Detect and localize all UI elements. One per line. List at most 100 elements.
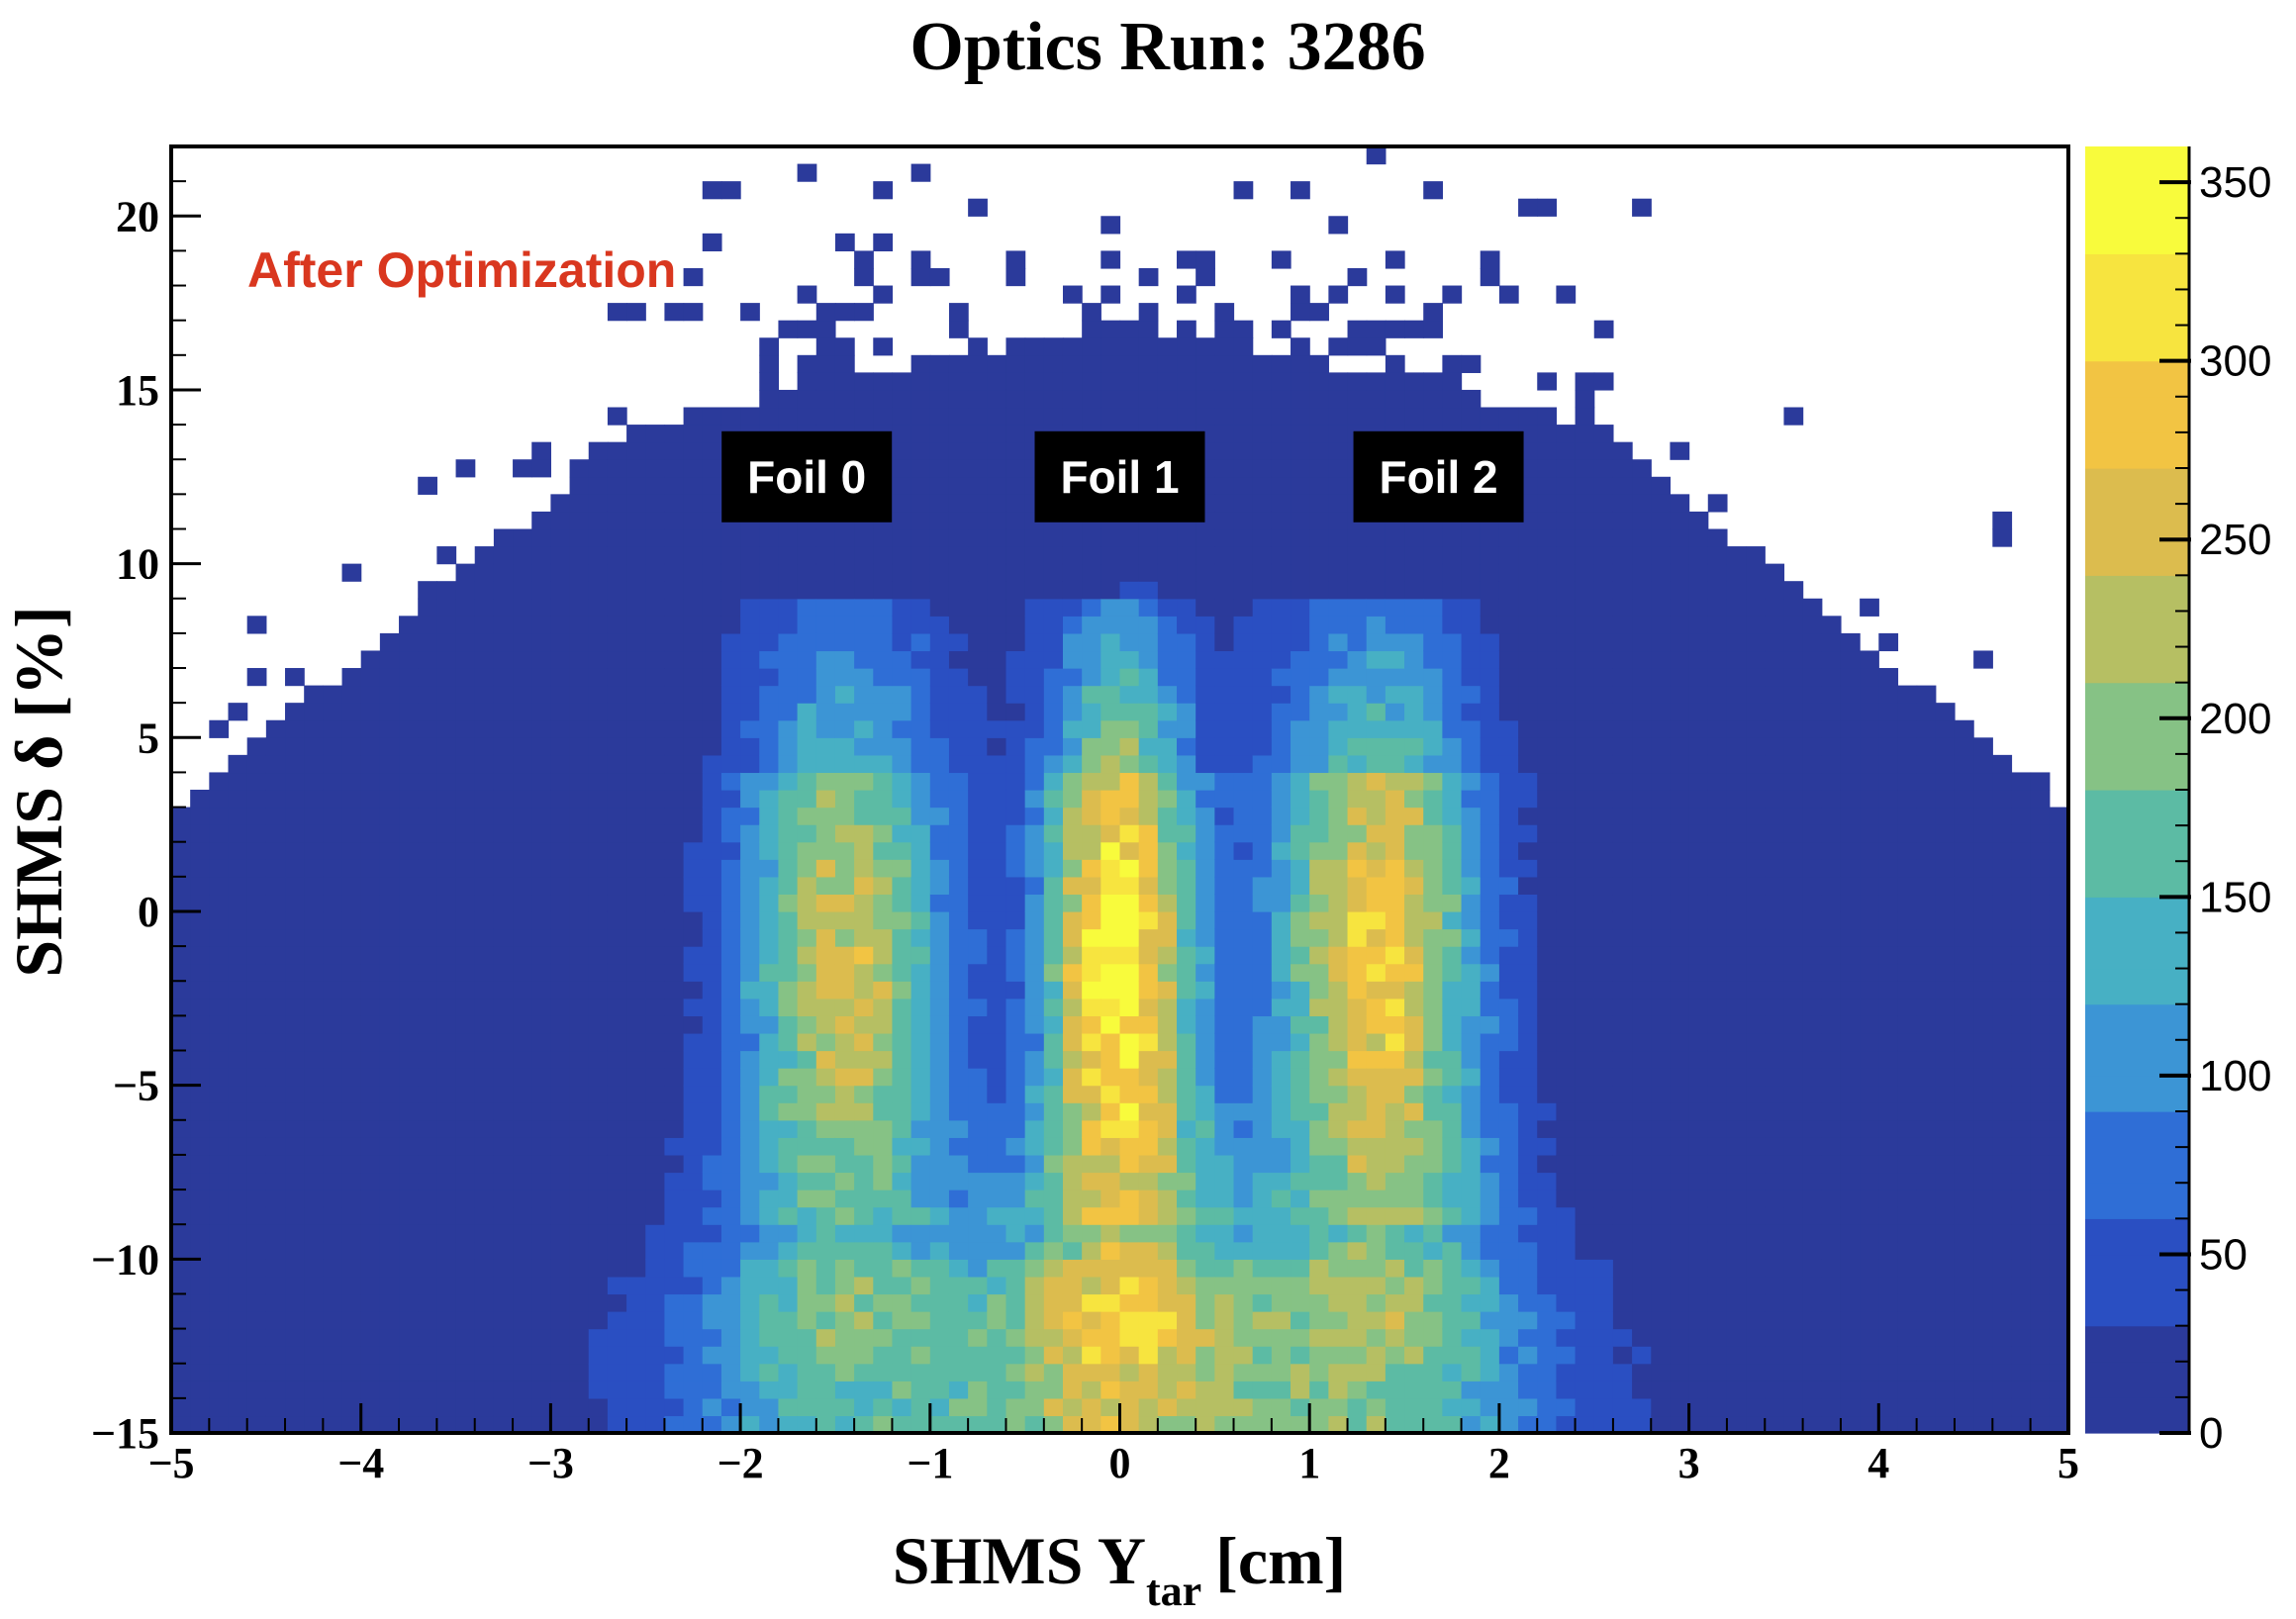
heatmap-cell xyxy=(1480,1259,1500,1278)
heatmap-cell xyxy=(948,528,969,547)
heatmap-cell xyxy=(228,1276,248,1295)
heatmap-cell xyxy=(1062,894,1083,912)
heatmap-cell xyxy=(797,841,817,860)
heatmap-cell xyxy=(1612,1276,1633,1295)
heatmap-cell xyxy=(892,1259,912,1278)
heatmap-cell xyxy=(1309,790,1329,809)
heatmap-cell xyxy=(1442,1206,1463,1225)
heatmap-cell xyxy=(1005,859,1026,878)
heatmap-cell xyxy=(588,581,609,600)
heatmap-cell xyxy=(645,807,666,825)
heatmap-cell xyxy=(1347,928,1368,947)
heatmap-cell xyxy=(1062,1032,1083,1052)
heatmap-cell xyxy=(1062,546,1083,565)
heatmap-cell xyxy=(1366,772,1387,791)
heatmap-cell xyxy=(702,998,722,1016)
heatmap-cell xyxy=(1005,459,1026,478)
heatmap-cell xyxy=(797,1276,817,1295)
heatmap-cell xyxy=(1271,1276,1292,1295)
heatmap-cell xyxy=(1746,1032,1766,1052)
heatmap-cell xyxy=(304,1154,324,1174)
heatmap-cell xyxy=(626,859,646,878)
heatmap-cell xyxy=(626,1363,646,1381)
heatmap-cell xyxy=(1612,1224,1633,1243)
heatmap-cell xyxy=(399,1363,419,1381)
heatmap-cell xyxy=(1688,1397,1709,1417)
heatmap-cell xyxy=(1518,668,1538,687)
heatmap-cell xyxy=(418,1032,437,1052)
heatmap-cell xyxy=(873,1328,894,1347)
heatmap-cell xyxy=(910,546,931,565)
heatmap-cell xyxy=(246,1032,267,1052)
heatmap-cell xyxy=(1328,1397,1349,1417)
heatmap-cell xyxy=(740,824,760,843)
heatmap-cell xyxy=(1670,963,1690,982)
heatmap-cell xyxy=(1746,1363,1766,1381)
heatmap-cell xyxy=(1765,841,1785,860)
heatmap-cell xyxy=(1138,894,1159,912)
heatmap-cell xyxy=(323,1032,343,1052)
heatmap-cell xyxy=(1309,1346,1329,1365)
heatmap-cell xyxy=(1214,963,1235,982)
heatmap-cell xyxy=(379,1363,400,1381)
heatmap-cell xyxy=(285,859,305,878)
heatmap-cell xyxy=(1157,1397,1178,1417)
heatmap-cell xyxy=(987,1241,1007,1260)
heatmap-cell xyxy=(436,685,457,704)
heatmap-cell xyxy=(1461,1241,1482,1260)
heatmap-cell xyxy=(588,1276,609,1295)
heatmap-cell xyxy=(1309,1293,1329,1312)
heatmap-cell xyxy=(1556,928,1577,947)
heatmap-cell xyxy=(1726,668,1747,687)
heatmap-cell xyxy=(1765,1363,1785,1381)
heatmap-cell xyxy=(1707,1032,1728,1052)
heatmap-cell xyxy=(1632,859,1652,878)
heatmap-cell xyxy=(493,1015,514,1034)
heatmap-cell xyxy=(1347,737,1368,756)
heatmap-cell xyxy=(1746,1224,1766,1243)
heatmap-cell xyxy=(834,632,855,652)
heatmap-cell xyxy=(1214,685,1235,704)
heatmap-cell xyxy=(645,459,666,478)
heatmap-cell xyxy=(474,668,495,687)
heatmap-cell xyxy=(1537,1015,1558,1034)
heatmap-cell xyxy=(1062,337,1083,356)
heatmap-cell xyxy=(1328,563,1349,582)
heatmap-cell xyxy=(531,1311,551,1330)
heatmap-cell xyxy=(531,563,551,582)
heatmap-cell xyxy=(1177,1172,1196,1190)
heatmap-cell xyxy=(1366,598,1387,617)
heatmap-cell xyxy=(892,1154,912,1174)
heatmap-cell xyxy=(360,772,381,791)
heatmap-cell xyxy=(1309,1276,1329,1295)
heatmap-cell xyxy=(1347,528,1368,547)
heatmap-cell xyxy=(360,1328,381,1347)
heatmap-cell xyxy=(265,1172,286,1190)
heatmap-cell xyxy=(815,581,836,600)
heatmap-cell xyxy=(778,407,799,426)
heatmap-cell xyxy=(815,598,836,617)
heatmap-cell xyxy=(493,1137,514,1156)
heatmap-cell xyxy=(1005,1363,1026,1381)
heatmap-cell xyxy=(910,1085,931,1103)
heatmap-cell xyxy=(759,685,780,704)
heatmap-cell xyxy=(645,616,666,634)
heatmap-cell xyxy=(323,1397,343,1417)
heatmap-cell xyxy=(873,719,894,738)
heatmap-cell xyxy=(1366,407,1387,426)
heatmap-cell xyxy=(892,894,912,912)
heatmap-cell xyxy=(759,598,780,617)
heatmap-cell xyxy=(265,1363,286,1381)
heatmap-cell xyxy=(209,1085,230,1103)
heatmap-cell xyxy=(1328,668,1349,687)
heatmap-cell xyxy=(1005,476,1026,495)
heatmap-cell xyxy=(531,1415,551,1434)
heatmap-cell xyxy=(379,876,400,896)
heatmap-cell xyxy=(171,1102,191,1121)
heatmap-cell xyxy=(1783,632,1804,652)
heatmap-cell xyxy=(588,1224,609,1243)
heatmap-cell xyxy=(797,1154,817,1174)
heatmap-cell xyxy=(1024,337,1045,356)
heatmap-cell xyxy=(1366,1363,1387,1381)
heatmap-cell xyxy=(1100,1068,1121,1087)
